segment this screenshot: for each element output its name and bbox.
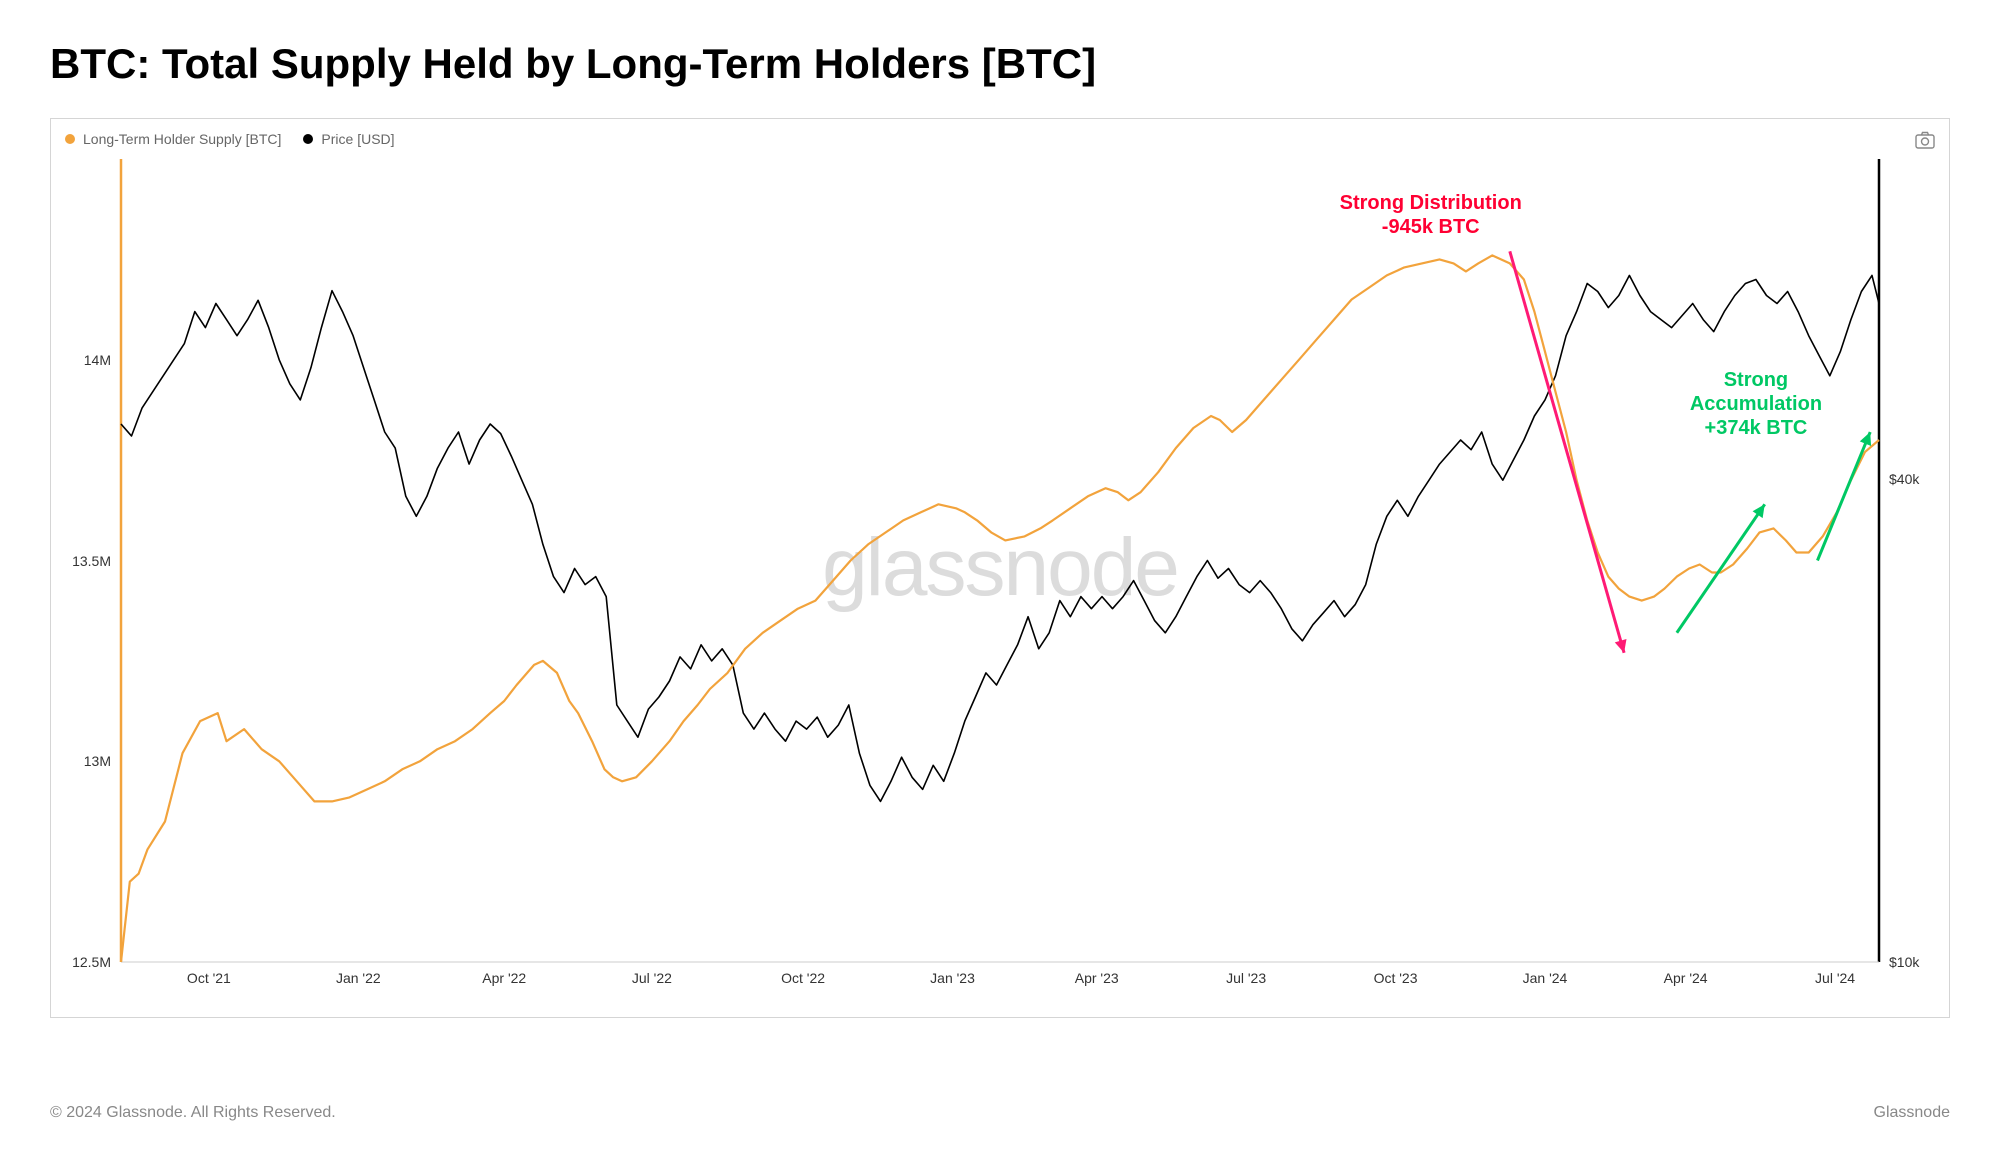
chart-legend: Long-Term Holder Supply [BTC] Price [USD… (65, 131, 395, 147)
x-tick: Oct '22 (781, 970, 825, 986)
y-tick-left: 14M (84, 352, 111, 368)
legend-dot-price (303, 134, 313, 144)
y-tick-right: $40k (1889, 471, 1919, 487)
x-tick: Oct '23 (1374, 970, 1418, 986)
annotation: StrongAccumulation+374k BTC (1690, 368, 1822, 440)
legend-label-price: Price [USD] (321, 131, 394, 147)
x-tick: Jan '22 (336, 970, 381, 986)
annotation: Strong Distribution-945k BTC (1340, 191, 1522, 239)
legend-item-supply: Long-Term Holder Supply [BTC] (65, 131, 281, 147)
x-tick: Jan '24 (1523, 970, 1568, 986)
legend-label-supply: Long-Term Holder Supply [BTC] (83, 131, 281, 147)
footer-brand: Glassnode (1874, 1104, 1951, 1122)
footer: © 2024 Glassnode. All Rights Reserved. G… (50, 1104, 1950, 1122)
camera-icon[interactable] (1915, 131, 1935, 154)
x-tick: Apr '23 (1075, 970, 1119, 986)
x-tick: Jan '23 (930, 970, 975, 986)
legend-dot-supply (65, 134, 75, 144)
footer-copyright: © 2024 Glassnode. All Rights Reserved. (50, 1104, 336, 1122)
x-axis: Oct '21 Jan '22 Apr '22 Jul '22 Oct '22 Jan '… (121, 962, 1879, 1017)
x-tick: Apr '22 (482, 970, 526, 986)
x-tick: Jul '23 (1226, 970, 1266, 986)
chart-title: BTC: Total Supply Held by Long-Term Hold… (50, 40, 1950, 88)
y-tick-right: $10k (1889, 954, 1919, 970)
y-axis-right: $10k$40k (1879, 159, 1949, 962)
x-tick: Apr '24 (1664, 970, 1708, 986)
y-tick-left: 13M (84, 753, 111, 769)
x-tick: Jul '24 (1815, 970, 1855, 986)
y-axis-left: 12.5M13M13.5M14M (51, 159, 121, 962)
chart-container: Long-Term Holder Supply [BTC] Price [USD… (50, 118, 1950, 1018)
legend-item-price: Price [USD] (303, 131, 394, 147)
y-tick-left: 12.5M (72, 954, 111, 970)
x-tick: Jul '22 (632, 970, 672, 986)
y-tick-left: 13.5M (72, 553, 111, 569)
x-tick: Oct '21 (187, 970, 231, 986)
plot-area: Strong Distribution-945k BTC StrongAccumu… (121, 159, 1879, 962)
